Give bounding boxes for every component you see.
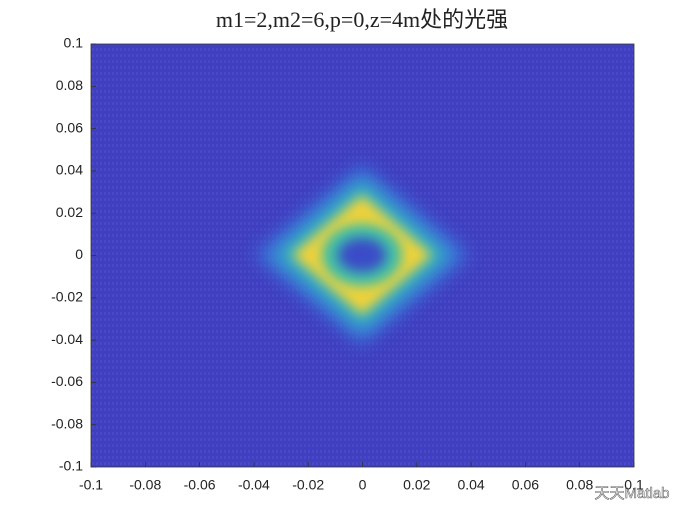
x-tick-label: 0 (359, 477, 367, 493)
y-tick-label: 0.06 (56, 119, 83, 135)
x-tick-label: 0.04 (457, 477, 484, 493)
x-tick-label: 0.06 (512, 477, 539, 493)
y-tick-label: -0.08 (51, 415, 83, 431)
x-tick-label: -0.04 (238, 477, 270, 493)
y-tick-label: -0.02 (51, 289, 83, 305)
x-tick-label: -0.06 (184, 477, 216, 493)
y-tick-label: 0.04 (56, 162, 83, 178)
y-tick-label: -0.1 (59, 458, 83, 474)
y-tick-label: 0.1 (64, 35, 84, 51)
x-tick-label: 0.02 (403, 477, 430, 493)
x-tick-label: 0.08 (566, 477, 593, 493)
chart-title: m1=2,m2=6,p=0,z=4m处的光强 (216, 7, 508, 32)
y-tick-label: 0.08 (56, 77, 83, 93)
watermark: 天天Matlab (594, 485, 669, 502)
x-tick-label: -0.02 (292, 477, 324, 493)
y-tick-label: 0.02 (56, 204, 83, 220)
x-tick-label: -0.08 (129, 477, 161, 493)
x-tick-label: 0.1 (624, 477, 644, 493)
x-tick-label: -0.1 (79, 477, 103, 493)
intensity-image (91, 44, 634, 467)
y-tick-label: -0.06 (51, 373, 83, 389)
y-tick-label: -0.04 (51, 331, 83, 347)
y-tick-label: 0 (75, 246, 83, 262)
